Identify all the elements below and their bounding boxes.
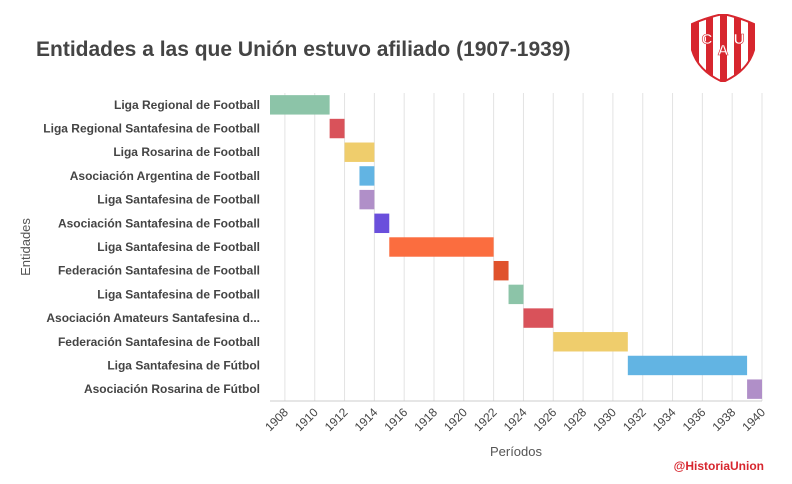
category-label: Liga Santafesina de Football [97, 193, 260, 207]
gantt-bar [508, 284, 524, 305]
x-tick-label: 1910 [292, 405, 321, 434]
x-tick-label: 1932 [620, 405, 649, 434]
category-label: Liga Santafesina de Football [97, 287, 260, 301]
x-tick-label: 1930 [590, 405, 619, 434]
gantt-bar [389, 237, 494, 257]
gantt-bar [270, 95, 330, 115]
category-label: Liga Regional Santafesina de Football [43, 122, 260, 136]
category-label: Federación Santafesina de Football [58, 264, 260, 278]
x-tick-label: 1922 [471, 405, 500, 434]
gantt-bar [747, 379, 762, 399]
gantt-bar [374, 213, 390, 234]
category-label: Liga Santafesina de Football [97, 240, 260, 254]
category-label: Liga Rosarina de Football [113, 145, 260, 159]
x-tick-label: 1920 [441, 405, 470, 434]
chart-title: Entidades a las que Unión estuvo afiliad… [36, 38, 571, 61]
x-tick-label: 1938 [710, 405, 739, 434]
x-tick-label: 1924 [501, 405, 530, 434]
x-tick-label: 1914 [352, 405, 381, 434]
x-tick-label: 1908 [262, 405, 291, 434]
category-label: Federación Santafesina de Football [58, 335, 260, 349]
x-tick-label: 1926 [531, 405, 560, 434]
gantt-bar [493, 260, 509, 281]
credit-label: @HistoriaUnion [673, 459, 764, 473]
logo-letter: A [718, 42, 729, 59]
category-label: Asociación Rosarina de Fútbol [84, 382, 260, 396]
y-axis-title: Entidades [18, 218, 33, 276]
gantt-bar [359, 166, 375, 186]
category-label: Asociación Santafesina de Football [58, 216, 260, 230]
x-tick-label: 1936 [680, 405, 709, 434]
gantt-bar [553, 332, 628, 352]
gantt-bar [329, 118, 345, 139]
gantt-bar [523, 308, 554, 328]
x-tick-label: 1912 [322, 405, 351, 434]
x-tick-label: 1916 [382, 405, 411, 434]
gantt-bar [359, 189, 375, 210]
x-tick-label: 1928 [560, 405, 589, 434]
x-tick-label: 1934 [650, 405, 679, 434]
club-logo: CAU [691, 14, 755, 82]
gantt-bar [627, 355, 748, 376]
gantt-bar [344, 142, 375, 162]
logo-letter: U [734, 31, 745, 48]
category-label: Asociación Amateurs Santafesina d... [46, 311, 260, 325]
category-label: Liga Santafesina de Fútbol [107, 358, 260, 372]
x-tick-label: 1940 [739, 405, 768, 434]
category-label: Asociación Argentina de Football [70, 169, 260, 183]
category-label: Liga Regional de Football [114, 98, 260, 112]
x-axis-title: Períodos [490, 444, 543, 459]
x-tick-label: 1918 [411, 405, 440, 434]
logo-letter: C [702, 31, 713, 48]
